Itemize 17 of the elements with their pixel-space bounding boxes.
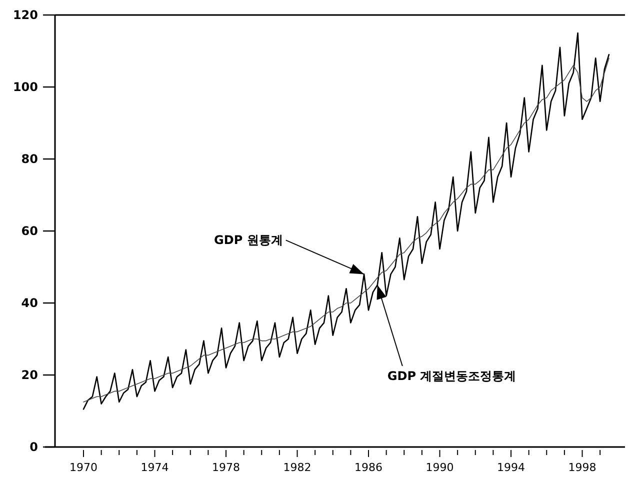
- y-tick-label: 120: [12, 8, 38, 22]
- x-tick-label: 1974: [140, 461, 169, 474]
- annotation: GDP 원통계: [214, 233, 283, 248]
- x-tick-label: 1986: [354, 461, 382, 474]
- x-tick-label: 1990: [426, 461, 454, 474]
- y-tick-label: 80: [21, 152, 38, 166]
- x-tick-label: 1970: [70, 461, 98, 474]
- y-tick-label: 20: [21, 368, 38, 382]
- y-tick-label: 40: [21, 296, 38, 310]
- y-tick-label: 0: [30, 440, 38, 454]
- x-tick-label: 1994: [497, 461, 525, 474]
- annotation: GDP 계절변동조정통계: [387, 369, 516, 383]
- y-tick-label: 60: [21, 224, 38, 238]
- x-tick-label: 1998: [568, 461, 596, 474]
- y-tick-label: 100: [12, 80, 38, 94]
- x-tick-label: 1978: [212, 461, 240, 474]
- x-tick-label: 1982: [283, 461, 312, 474]
